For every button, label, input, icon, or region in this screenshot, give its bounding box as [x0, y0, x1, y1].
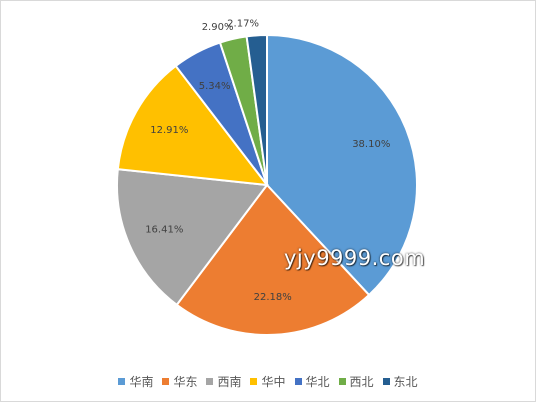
pie-slice-4	[116, 64, 270, 187]
legend-item-3: 西南	[206, 373, 241, 390]
legend-swatch-5	[294, 378, 302, 385]
pie-slice-label-7: 2.17%	[227, 18, 259, 29]
legend-label-2: 华东	[173, 375, 198, 389]
pie-slice-label-5: 5.34%	[199, 81, 231, 92]
pie-slice-label-3: 16.41%	[145, 225, 183, 236]
pie-slice-7	[245, 33, 268, 186]
pie-slice-label-6: 2.90%	[202, 22, 234, 33]
legend-swatch-7	[382, 378, 390, 385]
legend-item-6: 西北	[338, 373, 374, 390]
legend-item-5: 华北	[294, 373, 330, 390]
legend-swatch-2	[162, 378, 170, 385]
pie-slice-label-1: 38.10%	[352, 139, 390, 150]
legend-label-6: 西北	[349, 375, 374, 389]
legend-label-5: 华北	[305, 375, 330, 389]
legend-label-3: 西南	[217, 375, 242, 389]
chart-legend: 华南 华东 西南 华中 华北 西北 东北	[0, 373, 536, 390]
legend-swatch-3	[206, 378, 214, 385]
pie-slice-label-4: 12.91%	[150, 125, 188, 136]
legend-item-7: 东北	[382, 373, 418, 390]
legend-label-1: 华南	[129, 375, 154, 389]
pie-slice-1	[266, 33, 418, 297]
legend-item-4: 华中	[250, 373, 286, 390]
legend-item-2: 华东	[162, 373, 197, 390]
legend-label-4: 华中	[261, 375, 286, 389]
legend-swatch-1	[118, 378, 126, 385]
legend-swatch-6	[338, 378, 346, 385]
pie-slice-3	[116, 168, 269, 307]
legend-label-7: 东北	[393, 375, 418, 389]
pie-slice-2	[175, 183, 371, 336]
pie-slice-label-2: 22.18%	[254, 292, 292, 303]
watermark-text: yjy9999.com	[284, 246, 426, 270]
legend-swatch-4	[250, 378, 258, 385]
legend-item-1: 华南	[118, 373, 153, 390]
